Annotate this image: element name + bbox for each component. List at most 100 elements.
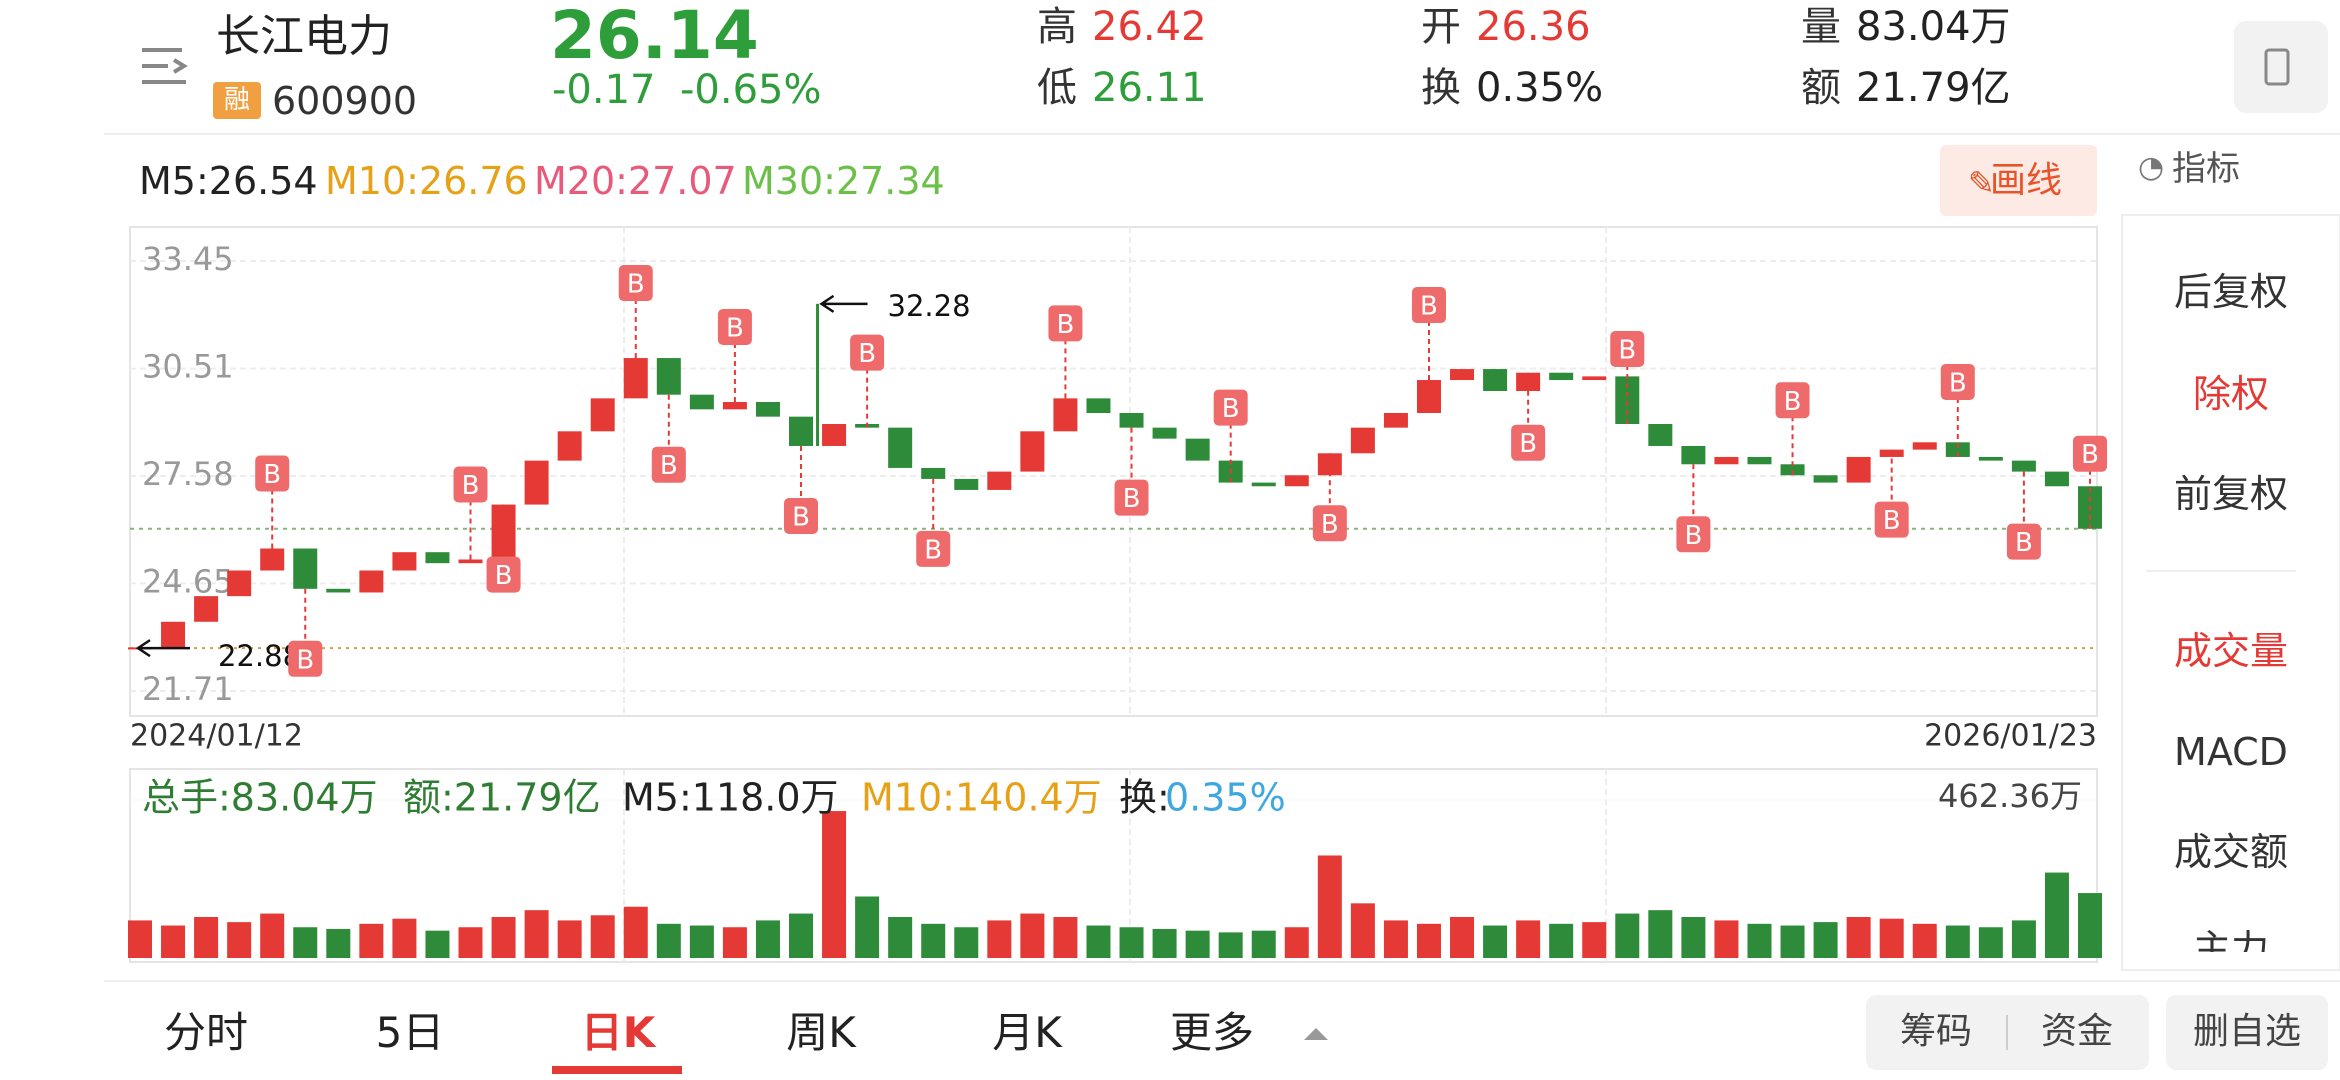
side-item[interactable]: 成交量 <box>2173 629 2288 673</box>
volume-bar <box>755 920 780 958</box>
stat-label: 量 <box>1801 4 1841 50</box>
candle <box>755 402 780 417</box>
candle <box>524 460 549 505</box>
candle <box>161 621 186 648</box>
candle <box>293 548 318 589</box>
button-label[interactable]: 筹码 <box>1899 1011 1972 1052</box>
more-arrow <box>1304 1028 1328 1040</box>
y-tick-label: 27.58 <box>142 455 234 493</box>
ma-value: M10:26.76 <box>325 159 528 203</box>
low-arrow <box>135 639 190 658</box>
volume-bar <box>921 923 946 958</box>
candle <box>1780 464 1805 476</box>
volume-bar <box>1549 923 1574 958</box>
signal-badge <box>1775 382 1810 419</box>
candle <box>623 358 648 399</box>
signal-label: B <box>792 502 810 532</box>
candle <box>1383 413 1408 428</box>
side-item[interactable]: 成交额 <box>2173 830 2288 874</box>
device-icon <box>2264 48 2290 86</box>
signal-label: B <box>924 535 942 565</box>
candle <box>392 552 417 571</box>
stat-value: 0.35% <box>1476 65 1604 111</box>
candle <box>194 596 219 622</box>
volume-bar <box>1383 920 1408 958</box>
signal-label: B <box>1057 310 1075 340</box>
candle <box>326 588 351 593</box>
tab[interactable]: 5日 <box>375 1008 445 1057</box>
ma-value: M5:26.54 <box>139 159 318 203</box>
signal-badge <box>1411 287 1446 324</box>
signal-badge <box>784 497 819 534</box>
side-item[interactable]: 除权 <box>2192 372 2269 416</box>
candle <box>557 431 582 461</box>
signal-label: B <box>1123 484 1141 514</box>
signal-badge <box>1676 516 1711 553</box>
y-tick-label: 30.51 <box>142 348 234 386</box>
signal-label: B <box>2015 528 2033 558</box>
remove-watch-button[interactable] <box>2166 995 2328 1070</box>
volume-summary: M5:118.0万 <box>622 776 839 820</box>
signal-badge <box>1874 501 1909 538</box>
y-tick-label: 33.45 <box>142 240 234 278</box>
signal-label: B <box>858 339 876 369</box>
volume-bar <box>1053 916 1078 958</box>
volume-bar <box>392 918 417 958</box>
volume-bar <box>1218 932 1243 958</box>
signal-badge <box>1940 363 1975 400</box>
side-item[interactable]: 后复权 <box>2173 270 2288 314</box>
candle <box>1119 413 1144 428</box>
side-item[interactable]: 前复权 <box>2173 472 2288 516</box>
side-item[interactable]: MACD <box>2174 730 2288 774</box>
signal-label: B <box>1519 429 1537 459</box>
candle <box>954 478 979 490</box>
tab[interactable]: 分时 <box>163 1008 248 1057</box>
signal-label: B <box>2081 440 2099 470</box>
candle <box>789 416 814 446</box>
menu-icon[interactable] <box>142 48 188 84</box>
candle <box>921 467 946 479</box>
signal-badge <box>1511 424 1546 461</box>
volume-bar <box>161 925 186 958</box>
volume-bar <box>1813 922 1838 958</box>
draw-button[interactable] <box>1940 145 2097 216</box>
device-button[interactable] <box>2234 21 2328 113</box>
volume-bar <box>1846 916 1871 958</box>
indicator-button[interactable]: 指标 <box>2172 149 2240 189</box>
signal-label: B <box>1618 335 1636 365</box>
draw-button-label[interactable]: 画线 <box>1990 160 2063 201</box>
volume-bar <box>194 916 219 958</box>
tab[interactable]: 日K <box>580 1008 656 1057</box>
volume-bar <box>425 930 450 958</box>
volume-bar <box>855 896 880 958</box>
stat-value: 26.11 <box>1092 65 1207 111</box>
volume-bar <box>656 923 681 958</box>
volume-bar <box>1648 910 1673 958</box>
candle <box>1086 398 1111 414</box>
volume-bar <box>722 927 747 958</box>
button-label[interactable]: 删自选 <box>2192 1011 2301 1052</box>
signal-label: B <box>1684 521 1702 551</box>
volume-bar <box>1879 918 1904 958</box>
volume-bar <box>1780 925 1805 958</box>
tab[interactable]: 更多 <box>1169 1008 1254 1057</box>
candle <box>1978 456 2003 461</box>
volume-bar <box>227 922 252 958</box>
volume-bar <box>1978 927 2003 958</box>
volume-bar <box>1350 903 1375 958</box>
volume-bar <box>128 920 152 958</box>
button-label[interactable]: 资金 <box>2040 1011 2113 1052</box>
tab[interactable]: 周K <box>786 1008 856 1057</box>
volume-bar <box>1681 916 1706 958</box>
volume-bar <box>1284 927 1309 958</box>
tab[interactable]: 月K <box>992 1008 1062 1057</box>
change-pct: -0.65% <box>680 67 822 113</box>
v-grid <box>623 227 1607 962</box>
signal-badge <box>1312 505 1347 542</box>
signal-badge <box>651 446 686 483</box>
side-item[interactable]: 主力 <box>2192 930 2269 952</box>
volume-summary: 换: <box>1119 776 1170 820</box>
candle <box>722 402 747 410</box>
candle <box>1648 423 1673 446</box>
